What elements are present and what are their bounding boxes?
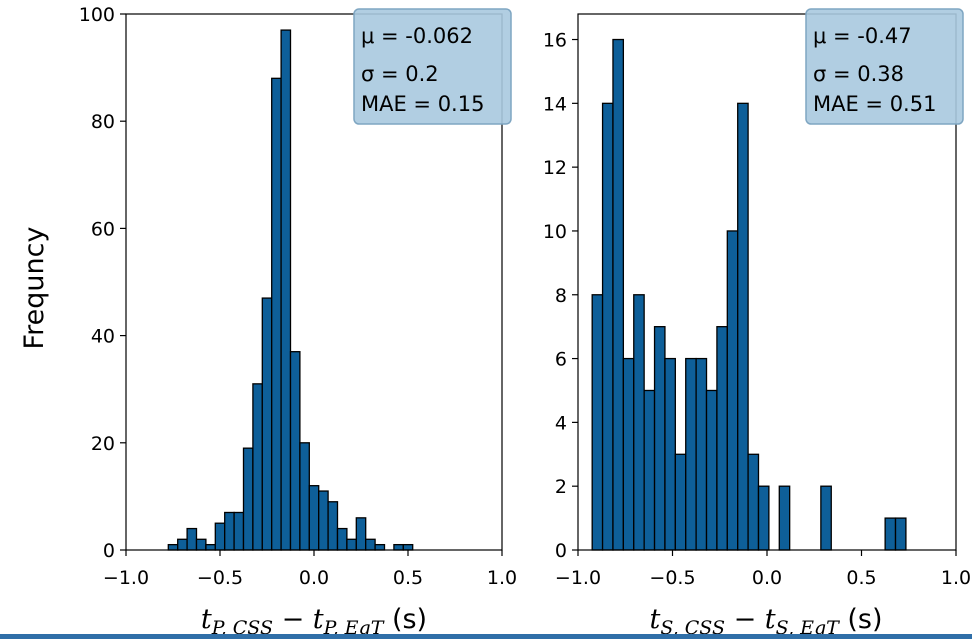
s-histogram-bar-8: [674, 453, 687, 551]
s-y-tick-label: 10: [543, 221, 567, 243]
p-x-ticks: −1.0 −0.5 0.0 0.5 1.0: [103, 550, 517, 589]
p-y-tick-label: 40: [91, 326, 115, 348]
p-x-axis-label: tP, CSS − tP, EqT (s): [201, 604, 427, 634]
p-x-tick-label: −0.5: [197, 567, 243, 589]
s-y-tick-label: 0: [555, 540, 567, 562]
s-histogram-bar-17: [778, 485, 791, 551]
s-histogram-bar-1: [601, 102, 614, 551]
s-x-tick-label: 0.5: [846, 567, 876, 589]
p-histogram-bar-13: [289, 351, 301, 551]
p-y-tick-label: 80: [91, 111, 115, 133]
p-histogram-bar-4: [205, 543, 216, 551]
s-histogram-bar-9: [685, 357, 697, 551]
p-histogram-bar-17: [327, 501, 339, 551]
p-histogram-bar-14: [299, 442, 310, 551]
s-histogram-bar-14: [737, 102, 749, 551]
p-stats-mu: μ = -0.062: [361, 24, 473, 48]
p-y-tick-label: 20: [91, 433, 115, 455]
p-histogram-bar-16: [318, 490, 329, 551]
s-y-tick-label: 8: [555, 285, 567, 307]
p-histogram-bar-9: [252, 383, 263, 551]
s-histogram-bar-12: [716, 326, 728, 551]
p-histogram-bar-24: [393, 543, 404, 551]
p-histogram-bar-22: [374, 543, 386, 551]
window-bottom-edge: [0, 634, 972, 639]
s-histogram-bar-11: [705, 389, 718, 551]
p-stats-box: μ = -0.062 σ = 0.2 MAE = 0.15: [353, 8, 512, 125]
s-histogram-bar-16: [757, 485, 770, 551]
s-x-tick-label: −1.0: [555, 567, 601, 589]
s-x-ticks: −1.0 −0.5 0.0 0.5 1.0: [555, 550, 971, 589]
p-histogram-bar-20: [355, 517, 367, 551]
s-histogram-bar-2: [612, 38, 625, 551]
p-bars: [167, 29, 414, 551]
p-histogram-bar-1: [177, 538, 188, 551]
s-stats-box: μ = -0.47 σ = 0.38 MAE = 0.51: [805, 8, 964, 125]
s-y-tick-label: 2: [555, 476, 567, 498]
s-y-tick-label: 14: [543, 93, 567, 115]
s-x-axis-label: tS, CSS − tS, EqT (s): [649, 604, 882, 634]
p-histogram-bar-6: [224, 511, 235, 551]
s-histogram-bar-3: [622, 357, 635, 551]
p-histogram-bar-3: [195, 538, 207, 551]
s-y-tick-label: 12: [543, 157, 567, 179]
p-histogram-bar-2: [186, 527, 198, 551]
p-histogram-bar-15: [308, 485, 320, 551]
s-histogram-bar-10: [695, 357, 708, 551]
p-x-tick-label: 0.5: [393, 567, 423, 589]
p-stats-mae: MAE = 0.15: [361, 92, 484, 116]
s-histogram-bar-15: [747, 453, 760, 551]
s-histogram-bar-18: [820, 485, 832, 551]
p-histogram-bar-10: [261, 297, 273, 551]
s-x-tick-label: −0.5: [649, 567, 695, 589]
s-x-tick-label: 1.0: [941, 567, 971, 589]
s-histogram-bar-6: [653, 326, 666, 551]
p-y-tick-label: 60: [91, 218, 115, 240]
s-y-tick-label: 16: [543, 30, 567, 52]
p-histogram-bar-7: [233, 511, 245, 551]
s-stats-mu: μ = -0.47: [813, 24, 912, 48]
s-histogram-bar-5: [643, 389, 656, 551]
p-histogram-bar-19: [346, 538, 357, 551]
p-y-tick-label: 0: [103, 540, 115, 562]
p-histogram-bar-5: [214, 522, 226, 551]
y-axis-label: Frequncy: [19, 227, 50, 350]
s-histogram-bar-4: [633, 294, 645, 551]
p-x-tick-label: 0.0: [299, 567, 329, 589]
p-histogram-bar-21: [365, 538, 376, 551]
s-stats-sigma: σ = 0.38: [813, 62, 904, 86]
s-x-tick-label: 0.0: [752, 567, 782, 589]
p-histogram-bar-0: [167, 543, 179, 551]
s-histogram-bar-0: [591, 294, 604, 551]
p-histogram-bar-8: [242, 447, 254, 551]
p-x-tick-label: −1.0: [103, 567, 149, 589]
p-stats-sigma: σ = 0.2: [361, 62, 439, 86]
s-y-tick-label: 4: [555, 412, 567, 434]
s-histogram-bar-13: [726, 230, 739, 551]
p-y-tick-label: 100: [79, 4, 115, 26]
p-histogram-bar-18: [336, 527, 348, 551]
p-x-tick-label: 1.0: [487, 567, 517, 589]
s-histogram-bar-7: [664, 357, 676, 551]
p-histogram-bar-12: [280, 29, 292, 551]
s-y-tick-label: 6: [555, 349, 567, 371]
s-histogram-bar-19: [884, 517, 897, 551]
p-y-ticks: 0 20 40 60 80 100: [79, 4, 126, 562]
s-y-ticks: 0 2 4 6 8 10 12 14 16: [543, 30, 578, 562]
s-histogram-bar-20: [894, 517, 907, 551]
s-stats-mae: MAE = 0.51: [813, 92, 936, 116]
panel-p-wave: −1.0 −0.5 0.0 0.5 1.0 0 20 40 60 80 100 μ = -0.06…: [79, 4, 517, 634]
p-histogram-bar-25: [402, 543, 414, 551]
panel-s-wave: −1.0 −0.5 0.0 0.5 1.0 0 2 4 6 8 10 12 14 16 μ = -0.4…: [543, 8, 971, 634]
p-histogram-bar-11: [271, 77, 282, 551]
